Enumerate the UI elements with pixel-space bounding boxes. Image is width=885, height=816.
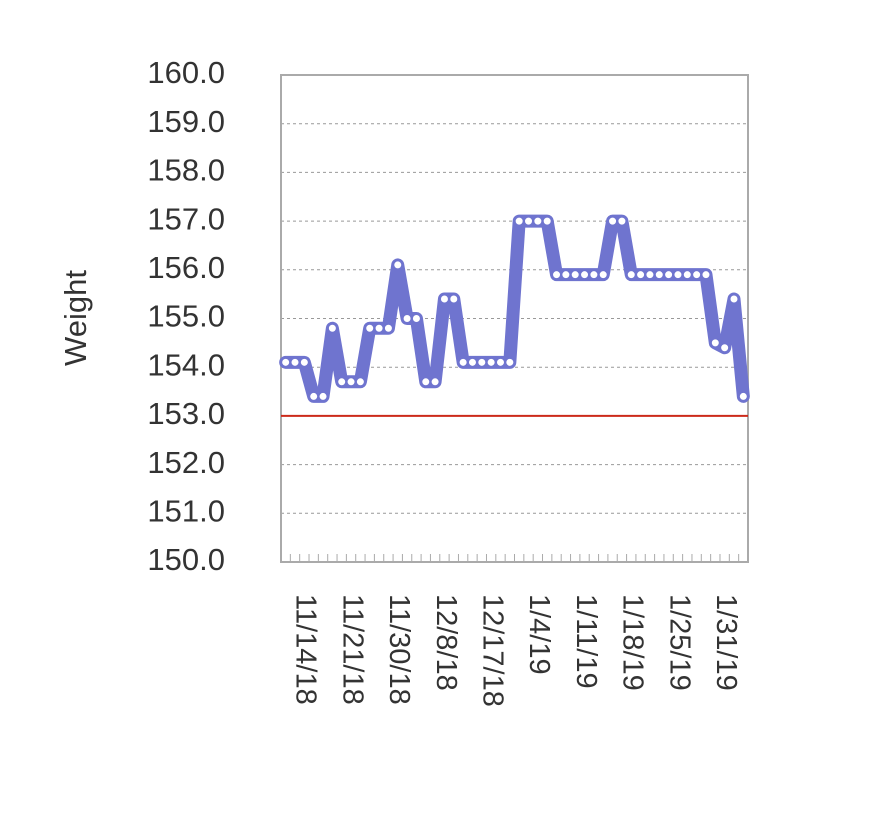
data-point	[720, 343, 730, 353]
y-tick-label: 154.0	[147, 347, 225, 382]
data-point	[439, 294, 449, 304]
data-point	[580, 270, 590, 280]
data-point	[738, 391, 748, 401]
data-point	[524, 216, 534, 226]
data-point	[608, 216, 618, 226]
data-point	[365, 323, 375, 333]
x-tick-label: 11/30/18	[383, 594, 415, 705]
data-point	[318, 391, 328, 401]
data-point	[570, 270, 580, 280]
data-point	[393, 260, 403, 270]
x-tick-label: 11/21/18	[336, 594, 368, 705]
data-point	[355, 377, 365, 387]
data-point	[299, 357, 309, 367]
data-point	[729, 294, 739, 304]
y-tick-label: 152.0	[147, 445, 225, 480]
x-tick-label: 1/25/19	[663, 594, 695, 691]
data-point	[692, 270, 702, 280]
x-tick-label: 1/31/19	[710, 594, 742, 691]
y-tick-label: 158.0	[147, 153, 225, 188]
data-point	[552, 270, 562, 280]
y-tick-label: 151.0	[147, 493, 225, 528]
data-point	[383, 323, 393, 333]
y-tick-label: 155.0	[147, 299, 225, 334]
x-tick-label: 1/18/19	[617, 594, 649, 691]
data-point	[598, 270, 608, 280]
data-point	[430, 377, 440, 387]
data-point	[617, 216, 627, 226]
data-point	[327, 323, 337, 333]
x-tick-label: 12/17/18	[476, 594, 508, 707]
data-point	[636, 270, 646, 280]
data-point	[626, 270, 636, 280]
data-point	[290, 357, 300, 367]
data-point	[458, 357, 468, 367]
data-point	[533, 216, 543, 226]
x-tick-label: 11/14/18	[290, 594, 322, 705]
data-point	[449, 294, 459, 304]
data-point	[673, 270, 683, 280]
y-tick-label: 157.0	[147, 201, 225, 236]
data-point	[477, 357, 487, 367]
data-point	[346, 377, 356, 387]
y-tick-label: 159.0	[147, 104, 225, 139]
data-point	[411, 314, 421, 323]
data-point	[682, 270, 692, 280]
data-point	[402, 314, 412, 323]
data-point	[421, 377, 431, 387]
x-tick-label: 1/4/19	[523, 594, 555, 675]
x-tick-label: 1/11/19	[570, 594, 602, 689]
data-point	[374, 323, 384, 333]
data-point	[309, 391, 319, 401]
series-line	[279, 214, 750, 403]
data-point	[495, 357, 505, 367]
data-point	[710, 338, 720, 348]
data-point	[505, 357, 515, 367]
data-point	[701, 270, 711, 280]
data-point	[337, 377, 347, 387]
y-tick-label: 150.0	[147, 542, 225, 577]
data-point	[467, 357, 477, 367]
data-point	[654, 270, 664, 280]
y-tick-label: 156.0	[147, 250, 225, 285]
data-point	[589, 270, 599, 280]
data-point	[542, 216, 552, 226]
y-tick-label: 153.0	[147, 396, 225, 431]
data-point	[514, 216, 524, 226]
y-axis-label: Weight	[58, 270, 93, 366]
data-point	[281, 357, 291, 367]
data-point	[645, 270, 655, 280]
y-tick-label: 160.0	[147, 55, 225, 90]
data-point	[561, 270, 571, 280]
data-point	[486, 357, 496, 367]
x-tick-label: 12/8/18	[430, 594, 462, 691]
data-point	[664, 270, 674, 280]
